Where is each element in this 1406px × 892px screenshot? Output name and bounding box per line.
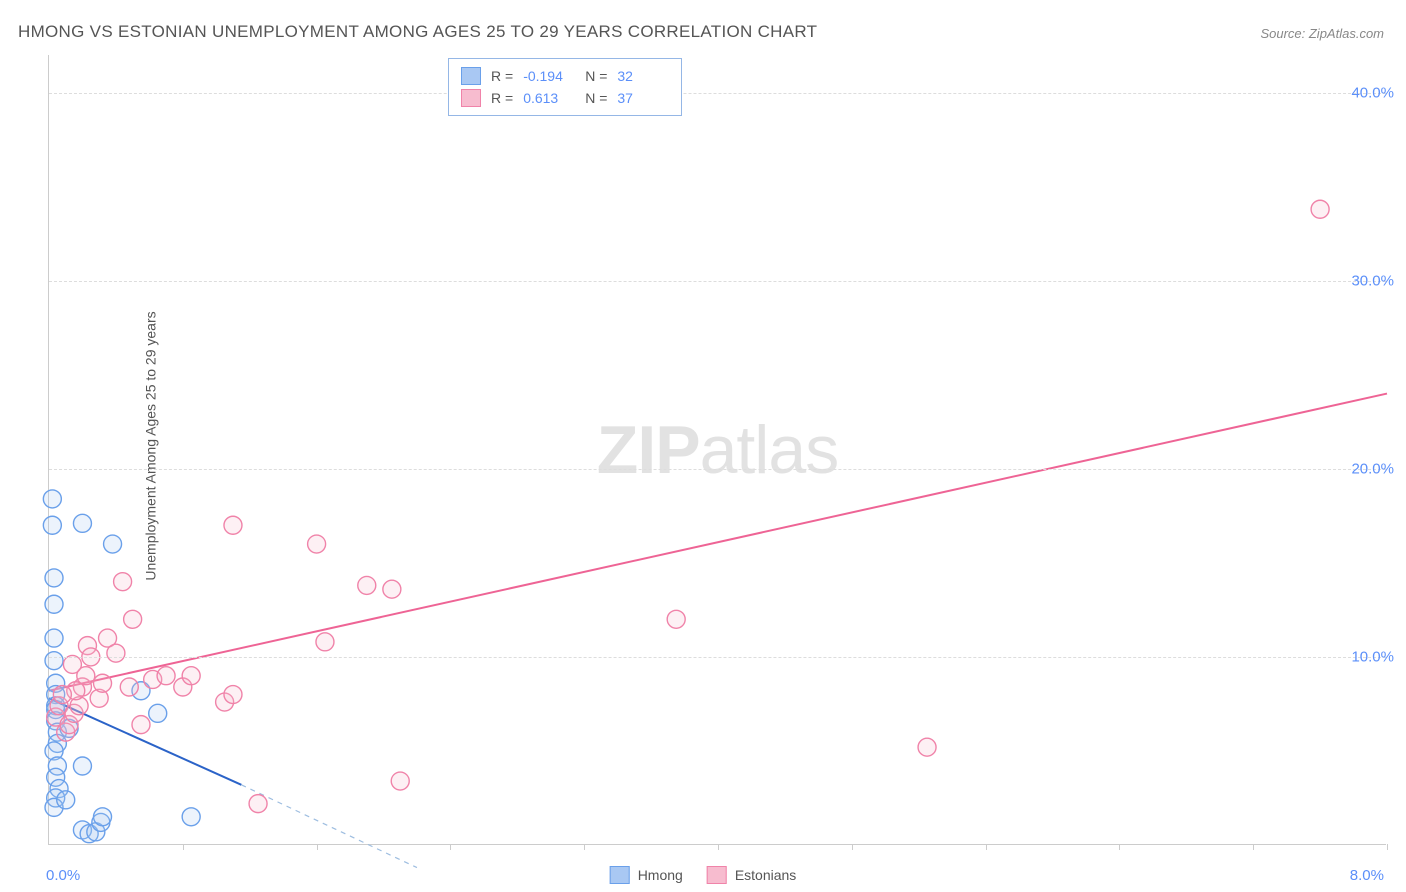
regression-line (49, 394, 1387, 691)
r-value: 0.613 (523, 90, 575, 106)
chart-plot-area: ZIPatlas (48, 55, 1386, 845)
n-label: N = (585, 90, 607, 106)
x-tick (1253, 844, 1254, 850)
scatter-point (149, 704, 167, 722)
scatter-point (73, 757, 91, 775)
source-attribution: Source: ZipAtlas.com (1260, 26, 1384, 41)
series-legend: Hmong Estonians (610, 866, 797, 884)
scatter-point (157, 667, 175, 685)
n-value: 37 (617, 90, 669, 106)
y-tick-label: 30.0% (1351, 272, 1394, 289)
scatter-point (104, 535, 122, 553)
x-tick (1119, 844, 1120, 850)
scatter-point (249, 795, 267, 813)
series-legend-label: Hmong (638, 867, 683, 883)
scatter-point (73, 514, 91, 532)
chart-title: HMONG VS ESTONIAN UNEMPLOYMENT AMONG AGE… (18, 22, 817, 42)
legend-swatch (461, 67, 481, 85)
stats-legend: R = -0.194 N = 32 R = 0.613 N = 37 (448, 58, 682, 116)
scatter-point (358, 576, 376, 594)
scatter-point (120, 678, 138, 696)
scatter-point (114, 573, 132, 591)
gridline (49, 469, 1386, 470)
legend-swatch (610, 866, 630, 884)
legend-swatch (707, 866, 727, 884)
y-tick-label: 10.0% (1351, 648, 1394, 665)
x-axis-origin-label: 0.0% (46, 867, 80, 884)
gridline (49, 93, 1386, 94)
scatter-point (918, 738, 936, 756)
scatter-point (45, 569, 63, 587)
r-label: R = (491, 90, 513, 106)
scatter-point (45, 629, 63, 647)
scatter-point (308, 535, 326, 553)
scatter-point (132, 716, 150, 734)
scatter-point (57, 791, 75, 809)
y-tick-label: 20.0% (1351, 460, 1394, 477)
stats-legend-row: R = 0.613 N = 37 (461, 87, 669, 109)
scatter-point (53, 686, 71, 704)
scatter-point (1311, 200, 1329, 218)
x-tick (317, 844, 318, 850)
scatter-point (107, 644, 125, 662)
scatter-point (94, 808, 112, 826)
scatter-point (182, 808, 200, 826)
scatter-point (667, 610, 685, 628)
legend-swatch (461, 89, 481, 107)
x-tick (183, 844, 184, 850)
x-tick (584, 844, 585, 850)
scatter-point (43, 516, 61, 534)
series-legend-label: Estonians (735, 867, 796, 883)
scatter-point (63, 655, 81, 673)
scatter-point (224, 686, 242, 704)
scatter-point (43, 490, 61, 508)
scatter-point (316, 633, 334, 651)
y-tick-label: 40.0% (1351, 84, 1394, 101)
r-value: -0.194 (523, 68, 575, 84)
scatter-point (391, 772, 409, 790)
series-legend-item: Hmong (610, 866, 683, 884)
stats-legend-row: R = -0.194 N = 32 (461, 65, 669, 87)
scatter-point (124, 610, 142, 628)
scatter-point (45, 595, 63, 613)
x-axis-max-label: 8.0% (1350, 867, 1384, 884)
scatter-point (224, 516, 242, 534)
n-value: 32 (617, 68, 669, 84)
x-tick (986, 844, 987, 850)
scatter-point (45, 652, 63, 670)
gridline (49, 657, 1386, 658)
gridline (49, 281, 1386, 282)
x-tick (450, 844, 451, 850)
x-tick (1387, 844, 1388, 850)
scatter-point (94, 674, 112, 692)
scatter-point (383, 580, 401, 598)
regression-line-extrapolated (241, 785, 417, 868)
n-label: N = (585, 68, 607, 84)
r-label: R = (491, 68, 513, 84)
x-tick (852, 844, 853, 850)
series-legend-item: Estonians (707, 866, 796, 884)
scatter-plot-svg (49, 55, 1386, 844)
x-tick (718, 844, 719, 850)
scatter-point (182, 667, 200, 685)
